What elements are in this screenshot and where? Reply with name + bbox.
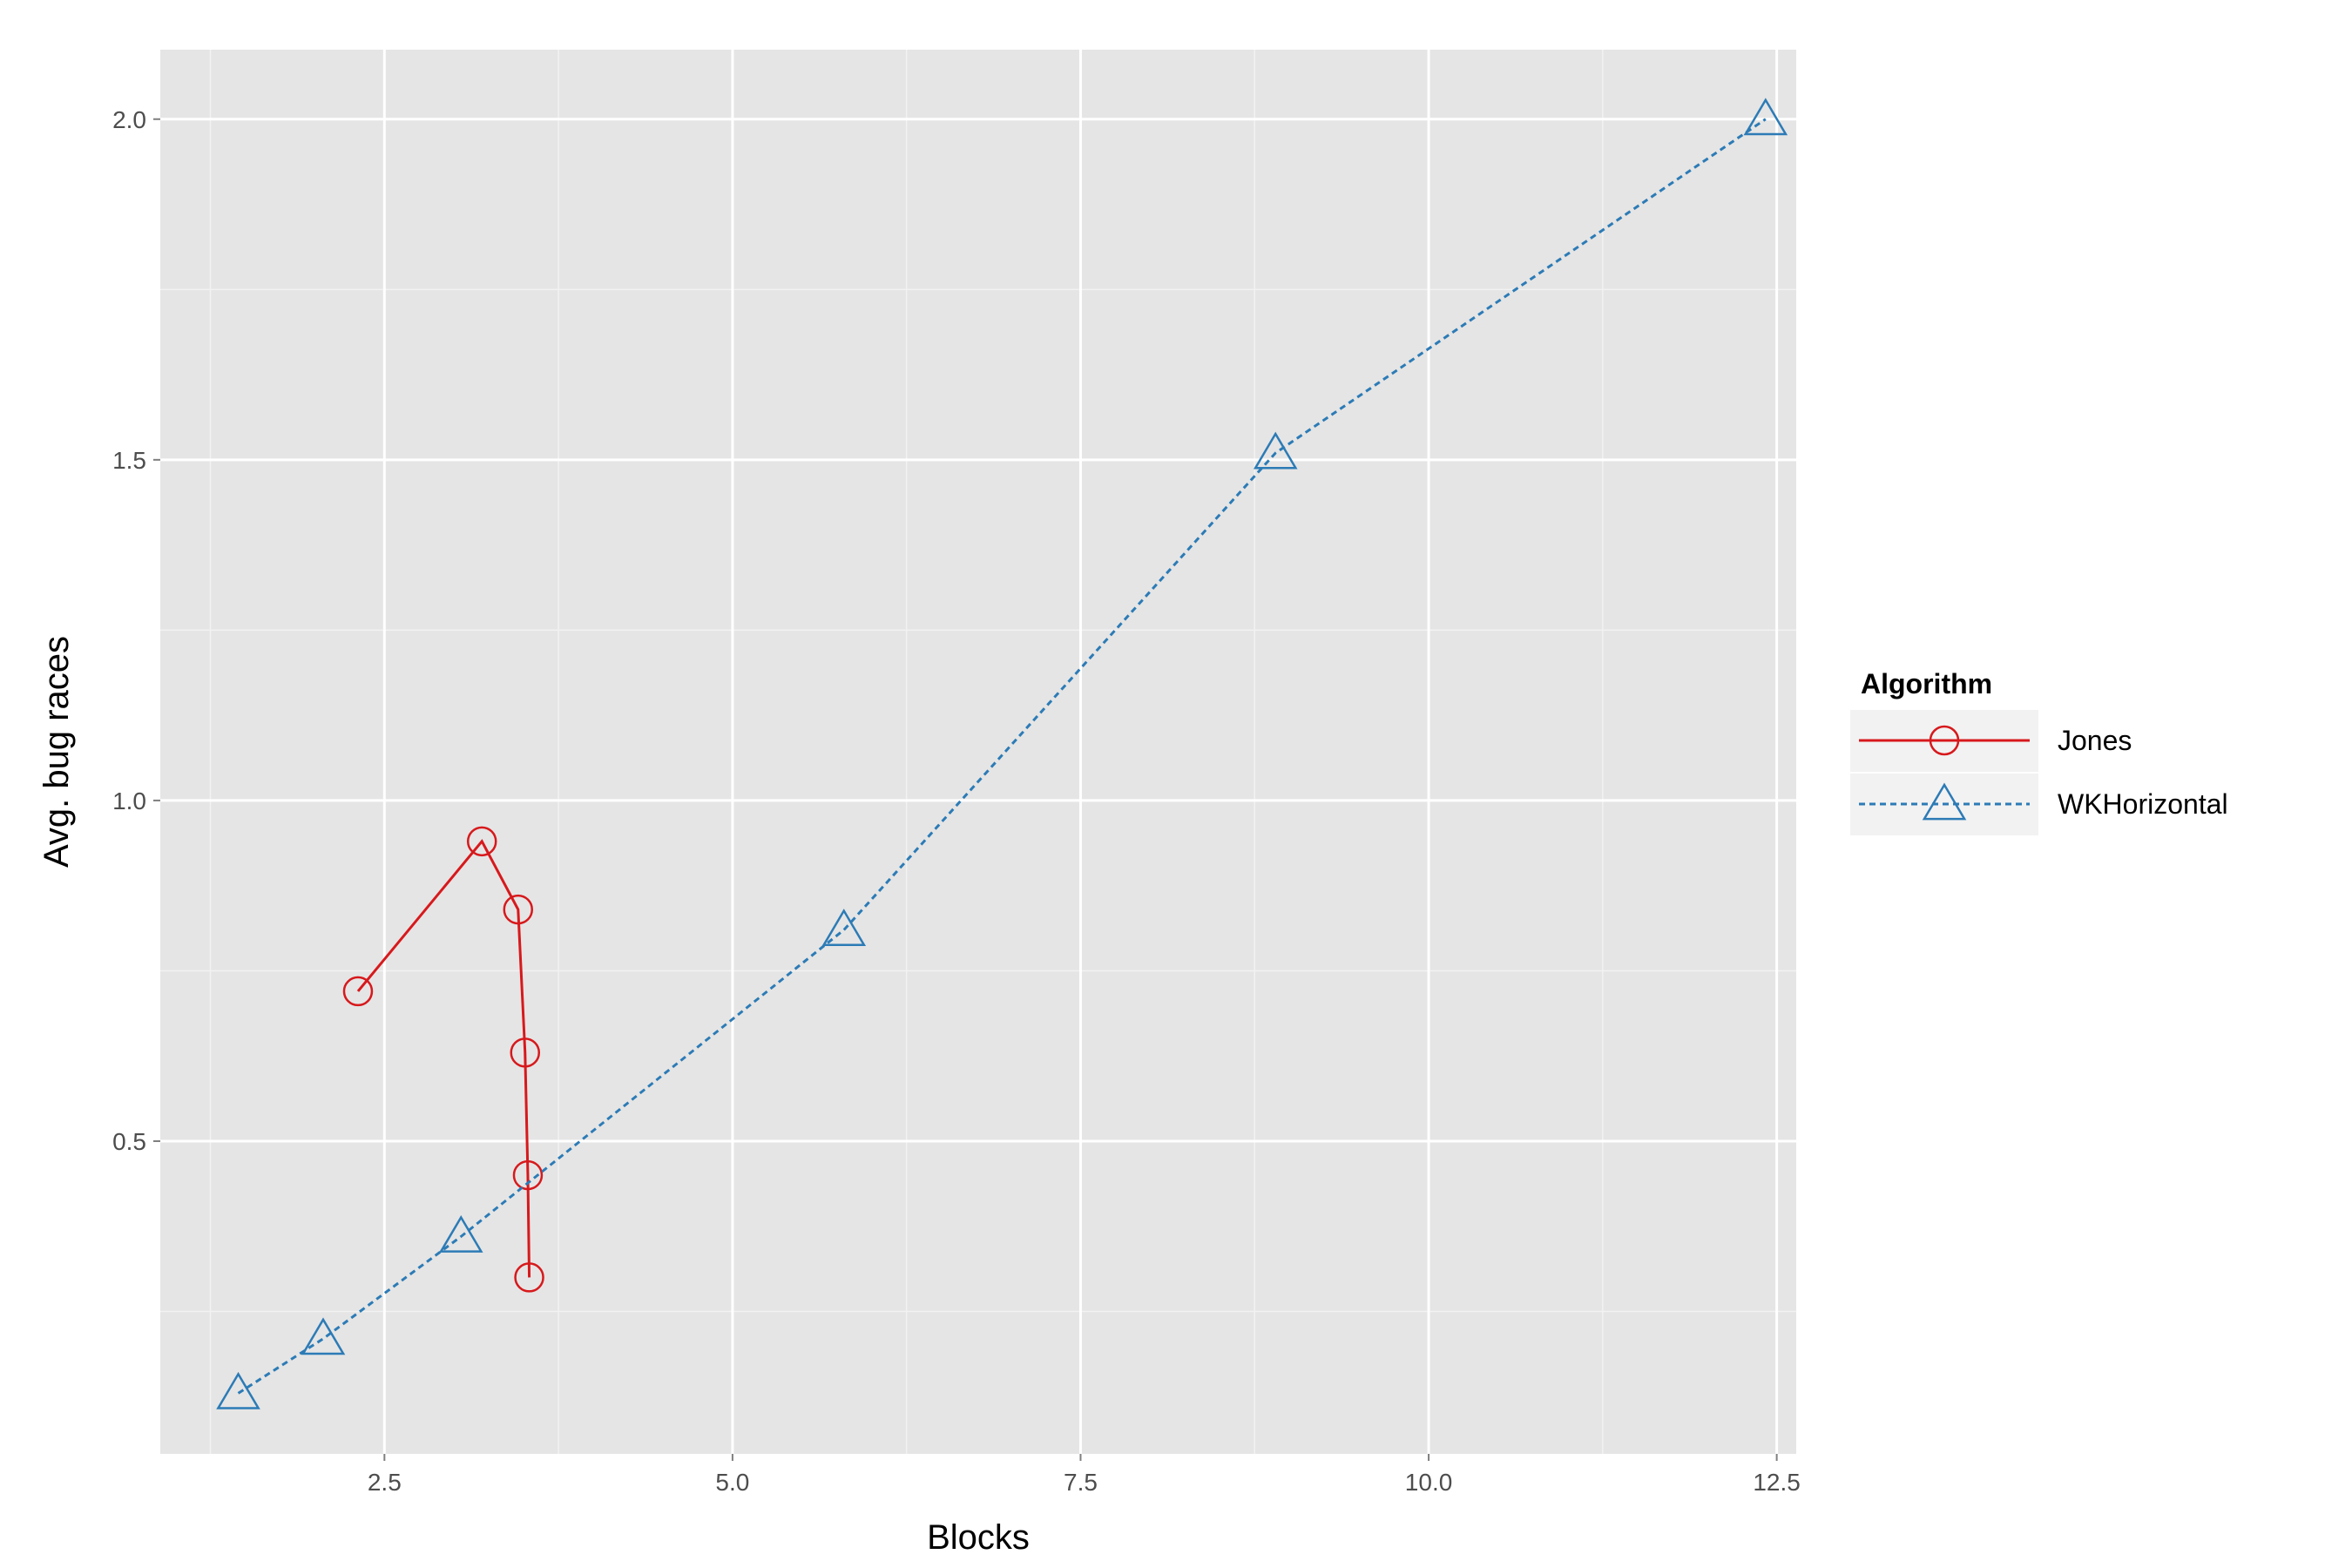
series-wkhorizontal xyxy=(216,98,1788,1409)
data-point-wkhorizontal xyxy=(821,909,867,946)
data-point-wkhorizontal xyxy=(1253,431,1298,470)
x-axis-title: Blocks xyxy=(927,1518,1030,1557)
data-point-wkhorizontal xyxy=(438,1215,483,1253)
series-line-jones xyxy=(356,839,531,1278)
series-line-wkhorizontal xyxy=(237,118,1767,1395)
legend-keys: Jones WKHorizontal xyxy=(1850,710,2228,835)
data-point-jones xyxy=(514,1262,544,1293)
data-point-wkhorizontal xyxy=(301,1317,346,1355)
x-tick-label: 7.5 xyxy=(1064,1469,1098,1496)
legend-label-wkhorizontal: WKHorizontal xyxy=(2058,788,2228,820)
data-point-wkhorizontal xyxy=(216,1371,260,1409)
y-axis-title: Avg. bug races xyxy=(37,636,76,868)
x-axis: 2.5 5.0 7.5 10.0 12.5 xyxy=(368,1454,1801,1496)
data-point-wkhorizontal xyxy=(1743,98,1788,136)
legend-item-wkhorizontal: WKHorizontal xyxy=(1850,774,2228,835)
series-layer xyxy=(216,98,1788,1409)
data-point-jones xyxy=(512,1159,544,1191)
legend-label-jones: Jones xyxy=(2058,725,2132,756)
y-tick-label: 0.5 xyxy=(112,1128,146,1155)
y-axis: 0.5 1.0 1.5 2.0 xyxy=(112,106,160,1155)
series-jones xyxy=(342,826,544,1293)
y-tick-label: 2.0 xyxy=(112,106,146,133)
legend: Algorithm Jones WKHorizontal xyxy=(1850,668,2228,835)
legend-key-marker xyxy=(1922,782,1967,821)
legend-item-jones: Jones xyxy=(1850,710,2132,772)
data-point-jones xyxy=(342,976,374,1007)
y-tick-label: 1.0 xyxy=(112,787,146,814)
data-point-jones xyxy=(503,894,534,925)
y-tick-label: 1.5 xyxy=(112,447,146,474)
grid-minor xyxy=(160,50,1796,1454)
legend-key-marker xyxy=(1929,725,1960,756)
grid-major xyxy=(160,50,1796,1454)
legend-title: Algorithm xyxy=(1861,668,1992,700)
x-tick-label: 2.5 xyxy=(368,1469,402,1496)
plot-panel xyxy=(160,50,1796,1454)
x-tick-label: 10.0 xyxy=(1405,1469,1453,1496)
x-tick-label: 5.0 xyxy=(715,1469,749,1496)
data-point-jones xyxy=(510,1037,541,1068)
data-point-jones xyxy=(466,826,497,857)
x-tick-label: 12.5 xyxy=(1753,1469,1801,1496)
